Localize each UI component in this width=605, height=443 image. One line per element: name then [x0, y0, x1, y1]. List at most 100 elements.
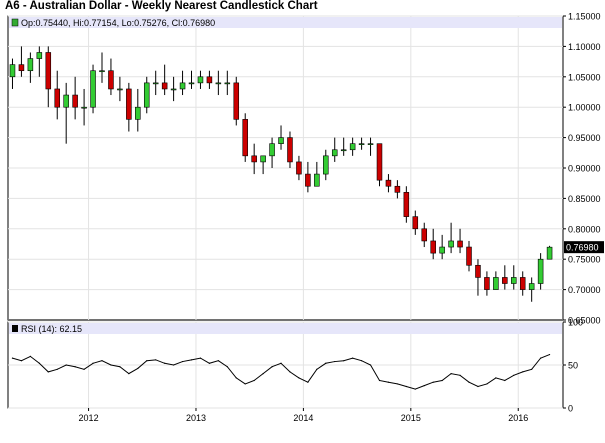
candle — [63, 82, 69, 144]
rsi-point — [459, 374, 461, 376]
candle-up-body — [117, 88, 123, 91]
rsi-point — [217, 360, 219, 362]
candle-down-body — [18, 64, 25, 72]
rsi-point — [504, 379, 506, 382]
rsi-point — [190, 359, 193, 361]
candle-down-body — [305, 173, 311, 187]
candle-up-body — [27, 58, 34, 72]
candle-down-body — [206, 76, 213, 84]
last-price-box — [564, 241, 604, 254]
candle — [206, 70, 213, 89]
rsi-point — [405, 385, 407, 388]
candle — [412, 210, 419, 235]
rsi-tick-label: 100 — [568, 318, 583, 328]
rsi-point — [47, 371, 49, 373]
price-tick-label: 1.00000 — [568, 103, 601, 113]
candle-up-body — [188, 82, 195, 85]
candle — [161, 64, 168, 96]
rsi-tick-label: 50 — [568, 361, 578, 371]
rsi-point — [119, 366, 121, 368]
candle — [475, 259, 481, 296]
price-legend: Op:0.75440, Hi:0.77154, Lo:0.75276, Cl:0… — [21, 18, 215, 28]
candle-down-body — [126, 88, 132, 120]
rsi-point — [548, 353, 551, 356]
candle — [323, 149, 329, 181]
candle — [251, 143, 257, 175]
candle-up-body — [9, 64, 16, 78]
candle — [430, 228, 436, 260]
rsi-point — [369, 364, 372, 366]
candle-down-body — [287, 137, 293, 163]
rsi-point — [65, 364, 67, 366]
rsi-point — [486, 383, 488, 385]
rsi-point — [199, 357, 202, 359]
candle — [269, 137, 275, 168]
rsi-point — [378, 379, 381, 382]
candle-up-body — [81, 106, 87, 109]
candle-up-body — [260, 155, 266, 163]
rsi-pane: 100 50 0 RSI (14): 62.15 — [7, 318, 583, 414]
rsi-point — [325, 362, 327, 364]
candle-up-body — [314, 173, 320, 187]
rsi-point — [396, 383, 398, 385]
price-legend-swatch — [11, 18, 19, 27]
candle — [90, 64, 96, 114]
rsi-point — [387, 381, 390, 383]
x-tick-label: 2015 — [401, 413, 421, 423]
candle — [385, 174, 392, 193]
candle — [9, 58, 16, 89]
price-tick-label: 0.80000 — [568, 224, 601, 234]
rsi-point — [343, 360, 345, 362]
candle-up-body — [511, 277, 517, 284]
candle — [135, 88, 141, 132]
candle — [287, 131, 293, 168]
rsi-point — [20, 360, 23, 362]
candle-up-body — [537, 258, 544, 284]
rsi-point — [441, 379, 443, 382]
price-pane: 1.15000 1.10000 1.05000 1.00000 0.95000 0.900… — [7, 12, 604, 326]
rsi-point — [235, 377, 237, 379]
rsi-point — [316, 368, 318, 370]
candle-up-body — [546, 246, 553, 260]
candle — [54, 70, 60, 120]
rsi-point — [531, 368, 533, 370]
candle — [528, 277, 535, 302]
candle-up-body — [358, 143, 365, 145]
candle-down-body — [296, 161, 302, 175]
rsi-point — [83, 368, 85, 370]
candle — [421, 222, 428, 248]
rsi-point — [208, 362, 211, 364]
x-tick-label: 2016 — [508, 413, 528, 423]
rsi-point — [450, 373, 452, 375]
candle — [331, 137, 338, 162]
candle — [448, 222, 454, 254]
rsi-legend-swatch — [12, 325, 18, 332]
candle-up-body — [215, 82, 222, 85]
candle — [457, 228, 463, 254]
rsi-point — [38, 362, 40, 364]
candle-up-body — [143, 82, 150, 108]
rsi-point — [164, 362, 166, 364]
candle — [376, 143, 383, 187]
candle-down-body — [72, 94, 78, 108]
candle — [466, 240, 472, 272]
price-tick-label: 1.05000 — [568, 72, 601, 82]
candle-up-body — [349, 143, 356, 151]
price-tick-label: 1.15000 — [568, 12, 601, 22]
candle-up-body — [179, 82, 186, 90]
rsi-point — [110, 364, 112, 366]
candle-down-body — [519, 277, 526, 290]
price-tick-label: 0.70000 — [568, 285, 601, 295]
rsi-point — [495, 377, 497, 379]
candle — [439, 234, 445, 260]
candle — [296, 155, 302, 181]
price-tick-label: 0.65000 — [568, 316, 601, 326]
candle — [170, 76, 177, 102]
candle-down-body — [251, 155, 257, 163]
candle-up-body — [340, 149, 347, 152]
candle-up-body — [224, 82, 231, 85]
candle-down-body — [430, 240, 436, 254]
candle — [278, 125, 284, 150]
rsi-point — [271, 366, 273, 368]
